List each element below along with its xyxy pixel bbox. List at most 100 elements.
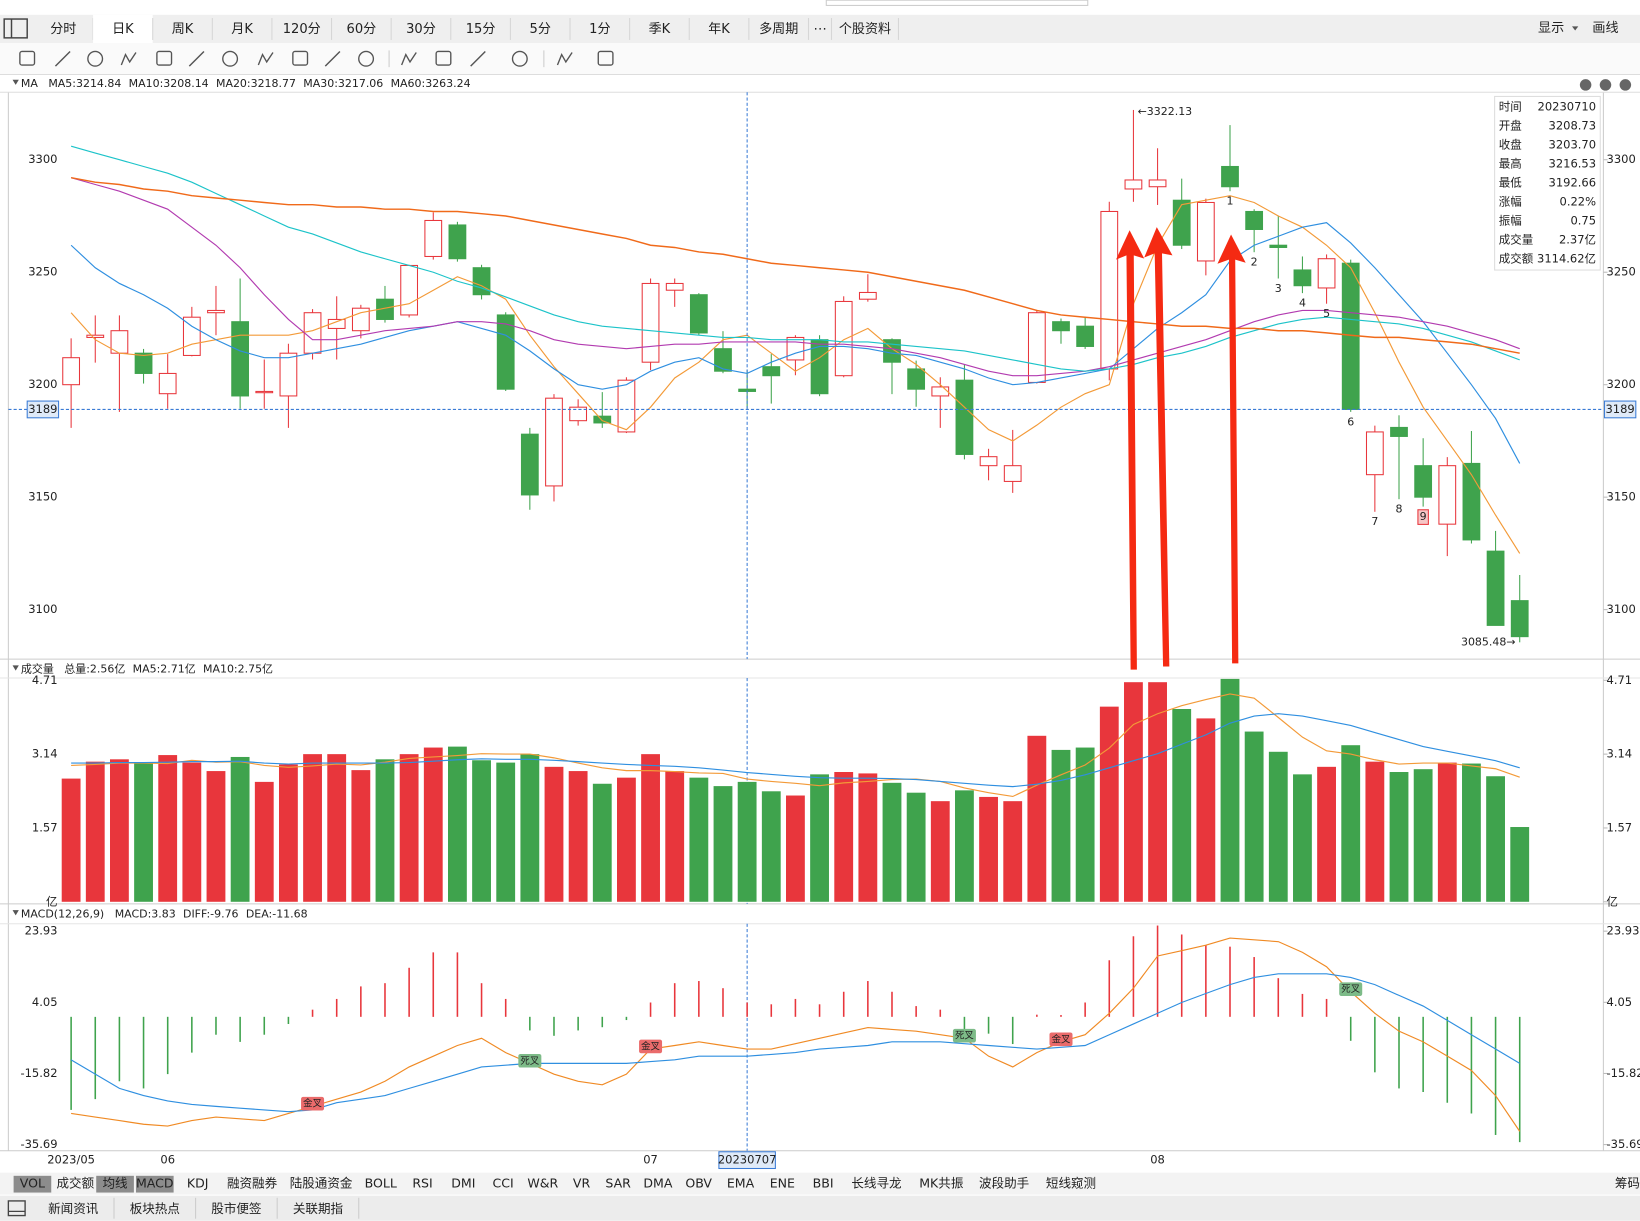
indicator-tab[interactable]: 短线窥测 [1046, 1176, 1096, 1191]
tool-icon[interactable] [156, 50, 173, 66]
collapse-icon[interactable] [12, 79, 19, 85]
crosshair-box [26, 400, 60, 419]
close-pane[interactable] [1619, 79, 1632, 91]
news-tab[interactable]: 板块热点 [130, 1201, 180, 1216]
period-tab[interactable]: 1分 [589, 22, 610, 37]
tool-icon[interactable] [324, 50, 341, 67]
indicator-tab[interactable]: 波段助手 [979, 1176, 1029, 1191]
volume-bar [230, 756, 250, 902]
indicator-tab[interactable]: OBV [685, 1176, 712, 1191]
indicator-tab[interactable]: EMA [727, 1176, 755, 1191]
candle-body [1221, 165, 1239, 188]
info-label: 开盘 [1499, 118, 1522, 132]
tool-icon[interactable] [358, 50, 375, 67]
indicator-tab[interactable]: DMI [451, 1176, 475, 1191]
sidebar-toggle[interactable] [3, 18, 28, 39]
indicator-selected [96, 1175, 134, 1193]
tool-button[interactable]: 显示 [1538, 21, 1564, 36]
max-label: ←3322.13 [1138, 105, 1193, 118]
indicator-tab[interactable]: SAR [605, 1176, 631, 1191]
indicator-tab[interactable]: W&R [527, 1176, 558, 1191]
tool-icon[interactable] [511, 50, 528, 67]
tool-icon[interactable] [292, 50, 309, 66]
tool-icon[interactable] [54, 50, 71, 67]
volume-bar [61, 778, 81, 902]
arrow [1217, 234, 1246, 664]
period-tab[interactable]: 120分 [283, 22, 321, 37]
news-tab[interactable]: 股市便签 [211, 1201, 262, 1216]
candle-body [1510, 600, 1529, 638]
indicator-tab[interactable]: 陆股通资金 [290, 1176, 353, 1191]
x-tick-label: 06 [160, 1153, 175, 1167]
indicator-tab[interactable]: 融资融券 [227, 1176, 278, 1191]
tool-button[interactable]: 画线 [1592, 21, 1618, 36]
cross-badge [1049, 1032, 1073, 1047]
cross-label: 死叉 [955, 1031, 974, 1042]
period-tab[interactable]: 周K [172, 22, 194, 37]
indicator-tab[interactable]: BOLL [365, 1176, 397, 1191]
candle-body [158, 372, 177, 395]
candle-body [931, 386, 950, 397]
period-tab[interactable]: 分时 [50, 22, 76, 37]
indicator-tab[interactable]: MACD [136, 1176, 174, 1191]
indicator-tab[interactable]: VR [573, 1176, 591, 1191]
indicator-tab[interactable]: 均线 [103, 1176, 129, 1191]
tool-icon[interactable] [188, 50, 205, 67]
indicator-tab[interactable]: 长线寻龙 [851, 1176, 902, 1191]
tool-icon[interactable] [257, 52, 274, 66]
indicator-tab[interactable]: BBI [813, 1176, 834, 1191]
chip-tab[interactable]: 筹码 [1615, 1176, 1640, 1191]
volume-bar [979, 796, 998, 902]
zoom-out[interactable] [1579, 79, 1592, 91]
tool-icon[interactable] [597, 50, 614, 66]
period-tab[interactable]: 15分 [466, 22, 496, 37]
legend-item: DEA:-11.68 [246, 907, 308, 920]
period-tab[interactable]: 30分 [406, 22, 436, 37]
tool-icon[interactable] [556, 52, 573, 66]
news-tab[interactable]: 新闻资讯 [48, 1201, 99, 1216]
period-tab[interactable]: 日K [112, 22, 134, 37]
collapse-icon[interactable] [12, 910, 19, 916]
x-tick-label: 08 [1150, 1153, 1165, 1167]
period-tab[interactable]: 60分 [347, 22, 377, 37]
indicator-tab[interactable]: 成交额 [56, 1176, 94, 1191]
indicator-tab[interactable]: RSI [412, 1176, 432, 1191]
indicator-tab[interactable]: MK共振 [919, 1176, 964, 1191]
period-tab[interactable]: 5分 [530, 22, 551, 37]
y2-tick-label: 3300 [1607, 152, 1636, 166]
collapse-icon[interactable] [12, 665, 19, 671]
period-tab[interactable]: 个股资料 [839, 22, 891, 37]
tab-selected[interactable] [93, 14, 153, 44]
y-tick-label: 1.57 [32, 820, 58, 834]
period-tab[interactable]: 月K [231, 22, 253, 37]
period-tab[interactable]: ⋯ [813, 22, 826, 37]
volume-bar [1172, 708, 1192, 902]
tool-icon[interactable] [19, 50, 36, 66]
period-tab[interactable]: 年K [708, 22, 730, 37]
volume-bar [544, 766, 564, 902]
news-tab[interactable]: 关联期指 [293, 1201, 343, 1216]
tool-icon[interactable] [401, 52, 417, 66]
tool-icon[interactable] [222, 50, 239, 67]
y2-tick-label: -15.82 [1607, 1066, 1640, 1080]
count-label: 2 [1251, 256, 1258, 269]
zoom-in[interactable] [1599, 79, 1612, 91]
count-label: 8 [1396, 503, 1403, 516]
tool-icon[interactable] [470, 50, 486, 67]
search-box[interactable] [825, 0, 1089, 6]
tool-icon[interactable] [120, 52, 137, 66]
indicator-tab[interactable]: KDJ [187, 1176, 209, 1191]
cross-badge [518, 1053, 542, 1068]
indicator-tab[interactable]: ENE [770, 1176, 795, 1191]
volume-bar [1510, 827, 1530, 902]
indicator-tab[interactable]: VOL [20, 1176, 45, 1191]
tool-icon[interactable] [87, 50, 104, 67]
indicator-tab[interactable]: CCI [492, 1176, 513, 1191]
period-tab[interactable]: 季K [649, 22, 671, 37]
volume-bar [375, 759, 395, 902]
indicator-tab[interactable]: DMA [643, 1176, 672, 1191]
period-tab[interactable]: 多周期 [759, 21, 798, 37]
news-icon[interactable] [7, 1200, 26, 1217]
tool-icon[interactable] [435, 50, 452, 66]
